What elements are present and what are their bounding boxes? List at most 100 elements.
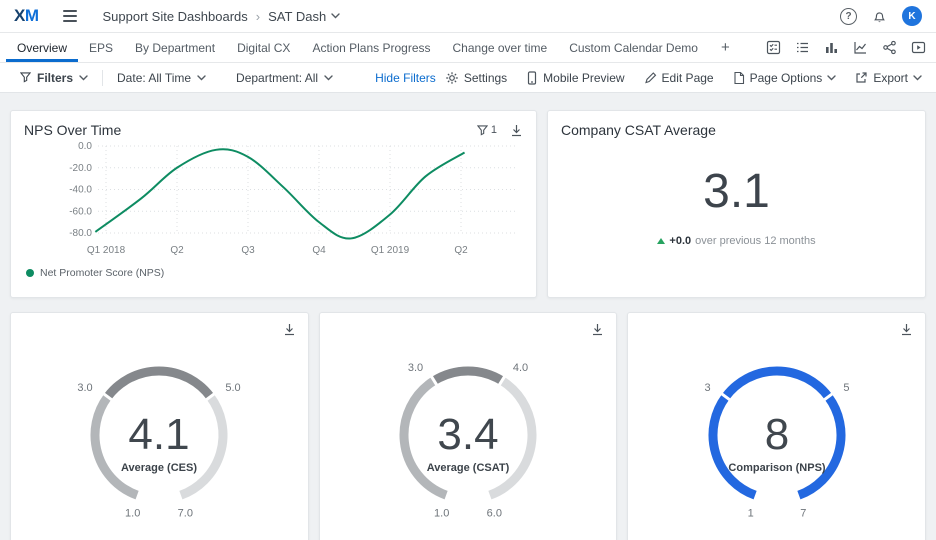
logo-x: X [14, 6, 25, 25]
nps-gauge-chart: 3 5 1 7 8 Comparison (NPS) [652, 340, 902, 536]
breadcrumb: Support Site Dashboards › SAT Dash [103, 9, 341, 24]
svg-text:Comparison (NPS): Comparison (NPS) [728, 462, 826, 474]
card-title: Company CSAT Average [561, 122, 716, 138]
filter-count: 1 [490, 124, 497, 136]
mobile-phone-icon [528, 70, 537, 85]
breadcrumb-current[interactable]: SAT Dash [268, 9, 340, 24]
filters-button[interactable]: Filters [14, 71, 94, 85]
metrics-view-icon[interactable] [853, 40, 868, 55]
delta-suffix: over previous 12 months [695, 235, 816, 247]
tab-eps[interactable]: EPS [89, 40, 114, 55]
edit-page-button[interactable]: Edit Page [644, 71, 714, 85]
svg-text:3.4: 3.4 [437, 410, 498, 459]
department-filter[interactable]: Department: All [230, 71, 339, 85]
bar-chart-view-icon[interactable] [824, 40, 839, 55]
tab-custom-calendar-demo[interactable]: Custom Calendar Demo [569, 40, 698, 55]
breadcrumb-separator: › [255, 8, 261, 24]
present-view-icon[interactable] [911, 40, 926, 55]
svg-text:Q2: Q2 [170, 245, 184, 256]
download-icon[interactable] [900, 323, 913, 336]
svg-text:8: 8 [764, 410, 788, 459]
chevron-down-icon [331, 13, 340, 19]
mobile-preview-button[interactable]: Mobile Preview [526, 70, 625, 85]
svg-text:3: 3 [704, 382, 710, 394]
nps-line-chart: 0.0 -20.0 -40.0 -60.0 -80.0 Q1 2018 Q2 Q3 Q4 Q1 2… [24, 141, 523, 263]
csat-delta: +0.0 over previous 12 months [561, 235, 912, 247]
avatar-initial: K [908, 10, 916, 22]
settings-button[interactable]: Settings [445, 71, 507, 85]
help-icon[interactable]: ? [840, 7, 857, 25]
tab-change-over-time[interactable]: Change over time [452, 40, 548, 55]
dashboard-name: SAT Dash [268, 8, 327, 24]
card-title: NPS Over Time [24, 122, 122, 138]
toc-view-icon[interactable] [766, 40, 781, 55]
svg-text:0.0: 0.0 [78, 141, 92, 152]
export-button[interactable]: Export [855, 71, 922, 85]
comparison-nps-gauge-card: 3 5 1 7 8 Comparison (NPS) [627, 312, 927, 540]
gear-icon [446, 71, 458, 84]
ces-gauge-chart: 3.0 5.0 1.0 7.0 4.1 Average (CES) [34, 340, 284, 536]
widget-filter-indicator[interactable]: 1 [476, 124, 497, 136]
svg-text:5: 5 [843, 382, 849, 394]
svg-text:4.1: 4.1 [129, 410, 190, 459]
svg-text:Q1 2018: Q1 2018 [87, 245, 126, 256]
tab-digital-cx[interactable]: Digital CX [237, 40, 291, 55]
department-filter-label: Department: All [236, 70, 319, 85]
svg-text:1.0: 1.0 [125, 507, 140, 519]
view-tools [766, 33, 926, 62]
company-csat-average-card: Company CSAT Average 3.1 +0.0 over previ… [547, 110, 926, 298]
hide-filters-link[interactable]: Hide Filters [375, 70, 436, 85]
csat-gauge-chart: 3.0 4.0 1.0 6.0 3.4 Average (CSAT) [343, 340, 593, 536]
date-filter-label: Date: All Time [117, 70, 192, 85]
chart-legend: Net Promoter Score (NPS) [24, 267, 523, 279]
tab-overview[interactable]: Overview [6, 33, 79, 62]
download-icon[interactable] [591, 323, 604, 336]
svg-text:-60.0: -60.0 [69, 206, 92, 217]
chevron-down-icon [913, 74, 922, 80]
share-icon[interactable] [882, 40, 897, 55]
chevron-down-icon [79, 74, 88, 80]
tab-action-plans-progress[interactable]: Action Plans Progress [312, 40, 431, 55]
filter-funnel-icon [476, 124, 488, 136]
chevron-down-icon [197, 74, 206, 80]
svg-text:4.0: 4.0 [513, 362, 528, 374]
page-icon [734, 71, 744, 84]
pencil-icon [644, 72, 656, 84]
tab-strip: Overview EPS By Department Digital CX Action… [6, 33, 742, 62]
list-view-icon[interactable] [795, 40, 810, 55]
svg-text:Q4: Q4 [312, 245, 326, 256]
svg-text:Q1 2019: Q1 2019 [371, 245, 410, 256]
export-icon [856, 72, 867, 83]
breadcrumb-root[interactable]: Support Site Dashboards [102, 8, 248, 24]
topbar-right: ? K [840, 6, 922, 26]
add-page-button[interactable]: + [720, 39, 730, 56]
svg-text:6.0: 6.0 [487, 507, 502, 519]
legend-label: Net Promoter Score (NPS) [40, 267, 165, 279]
svg-text:3.0: 3.0 [78, 382, 93, 394]
global-menu-icon[interactable] [59, 6, 81, 26]
page-tab-bar: Overview EPS By Department Digital CX Action… [0, 33, 936, 63]
average-csat-gauge-card: 3.0 4.0 1.0 6.0 3.4 Average (CSAT) [318, 312, 618, 540]
edit-page-label: Edit Page [661, 70, 714, 85]
download-icon[interactable] [510, 124, 523, 137]
svg-text:Average (CES): Average (CES) [121, 462, 197, 474]
date-filter[interactable]: Date: All Time [111, 71, 212, 85]
export-label: Export [873, 70, 908, 85]
svg-text:3.0: 3.0 [408, 362, 423, 374]
logo-m: M [24, 6, 39, 25]
download-icon[interactable] [283, 323, 296, 336]
svg-text:Q3: Q3 [241, 245, 255, 256]
notifications-bell-icon[interactable] [872, 9, 887, 24]
svg-text:7: 7 [800, 507, 806, 519]
average-ces-gauge-card: 3.0 5.0 1.0 7.0 4.1 Average (CES) [10, 312, 309, 540]
page-actions: Settings Mobile Preview Edit Page Page O… [445, 71, 922, 85]
page-options-label: Page Options [749, 70, 823, 85]
tab-by-department[interactable]: By Department [135, 40, 216, 55]
nps-over-time-card: NPS Over Time 1 0.0 -20.0 -40.0 -60.0 -80.0 Q… [10, 110, 537, 298]
user-avatar[interactable]: K [902, 6, 922, 26]
xm-logo[interactable]: XM [14, 6, 39, 26]
svg-text:-80.0: -80.0 [69, 228, 92, 239]
page-options-button[interactable]: Page Options [733, 71, 837, 85]
svg-text:7.0: 7.0 [178, 507, 193, 519]
svg-text:5.0: 5.0 [226, 382, 241, 394]
